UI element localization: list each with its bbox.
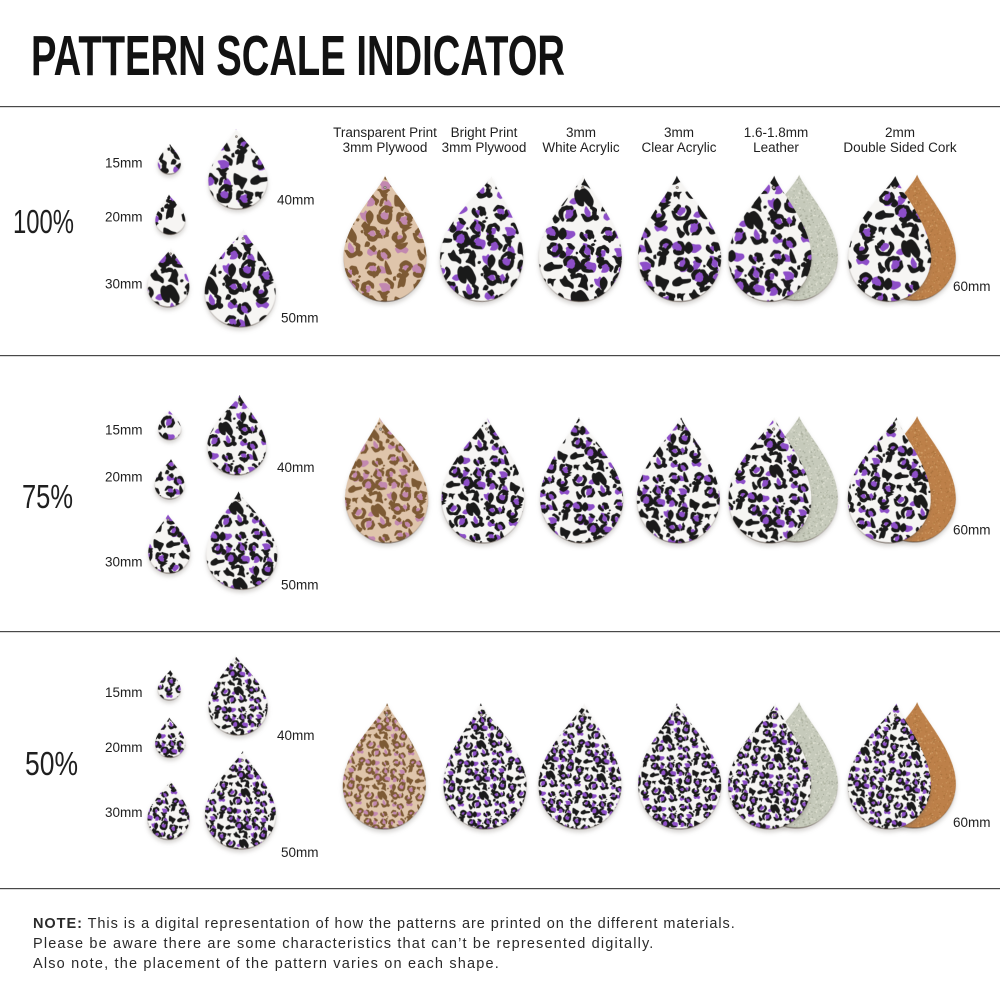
svg-text:50mm: 50mm [281, 578, 319, 593]
svg-text:PATTERN SCALE INDICATOR: PATTERN SCALE INDICATOR [31, 24, 565, 88]
svg-text:30mm: 30mm [105, 805, 143, 820]
svg-text:50mm: 50mm [281, 311, 319, 326]
svg-text:15mm: 15mm [105, 156, 143, 171]
svg-text:20mm: 20mm [105, 470, 143, 485]
svg-text:15mm: 15mm [105, 685, 143, 700]
svg-text:Also note, the placement of th: Also note, the placement of the pattern … [33, 956, 500, 972]
svg-text:2mm: 2mm [885, 125, 915, 140]
svg-text:40mm: 40mm [277, 460, 315, 475]
svg-text:50mm: 50mm [281, 845, 319, 860]
svg-text:100%: 100% [13, 203, 74, 240]
svg-text:75%: 75% [22, 478, 73, 515]
svg-text:60mm: 60mm [953, 279, 991, 294]
svg-text:3mm Plywood: 3mm Plywood [343, 140, 428, 155]
svg-text:White Acrylic: White Acrylic [542, 140, 620, 155]
svg-text:Bright Print: Bright Print [451, 125, 518, 140]
svg-text:60mm: 60mm [953, 815, 991, 830]
svg-text:20mm: 20mm [105, 210, 143, 225]
svg-text:Transparent Print: Transparent Print [333, 125, 437, 140]
svg-text:15mm: 15mm [105, 423, 143, 438]
svg-text:40mm: 40mm [277, 728, 315, 743]
svg-text:Leather: Leather [753, 140, 799, 155]
svg-text:3mm Plywood: 3mm Plywood [442, 140, 527, 155]
svg-text:3mm: 3mm [566, 125, 596, 140]
svg-text:Double Sided Cork: Double Sided Cork [843, 140, 957, 155]
svg-text:30mm: 30mm [105, 277, 143, 292]
svg-text:Clear Acrylic: Clear Acrylic [641, 140, 716, 155]
svg-text:Please be aware there are some: Please be aware there are some character… [33, 936, 655, 952]
svg-text:3mm: 3mm [664, 125, 694, 140]
svg-text:40mm: 40mm [277, 193, 315, 208]
svg-text:50%: 50% [25, 745, 78, 782]
svg-text:1.6-1.8mm: 1.6-1.8mm [744, 125, 809, 140]
svg-text:NOTE: This is a digital repres: NOTE: This is a digital representation o… [33, 916, 736, 932]
svg-text:20mm: 20mm [105, 740, 143, 755]
svg-text:30mm: 30mm [105, 555, 143, 570]
svg-text:60mm: 60mm [953, 523, 991, 538]
